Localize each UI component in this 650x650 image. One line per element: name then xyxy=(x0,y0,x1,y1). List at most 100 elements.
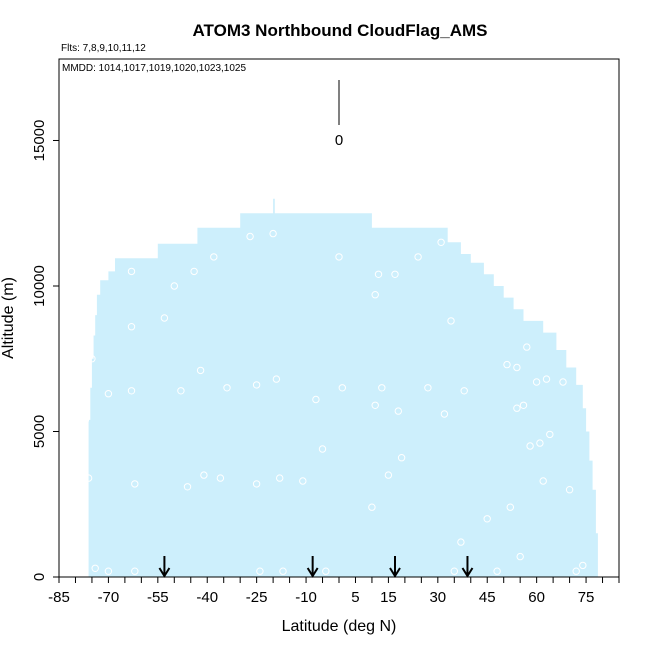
data-point xyxy=(127,323,136,331)
latitude-arrow xyxy=(389,556,401,578)
dates-subtitle: MMDD: 1014,1017,1019,1020,1023,1025 xyxy=(62,63,246,74)
data-point xyxy=(565,486,574,494)
data-point xyxy=(539,477,547,485)
data-points xyxy=(81,229,587,575)
data-point xyxy=(516,552,524,561)
data-point xyxy=(252,381,261,389)
data-point xyxy=(170,282,179,290)
x-axis-label: Latitude (deg N) xyxy=(282,618,397,635)
data-point xyxy=(526,442,534,450)
data-point xyxy=(579,561,587,570)
data-point xyxy=(493,567,501,575)
data-point xyxy=(374,270,383,278)
data-point xyxy=(397,454,406,462)
data-point xyxy=(437,238,445,247)
y-tick-label: 15000 xyxy=(31,120,48,162)
data-point xyxy=(460,387,468,395)
data-point xyxy=(532,378,541,386)
x-tick-label: 5 xyxy=(351,589,359,606)
data-point xyxy=(559,378,567,386)
data-point xyxy=(131,480,139,488)
y-axis: 0 5000 10000 15000 xyxy=(31,120,59,581)
data-point xyxy=(440,410,449,418)
y-tick-label: 0 xyxy=(31,573,48,581)
x-tick-label: 30 xyxy=(429,589,446,606)
data-point xyxy=(216,474,225,482)
data-point xyxy=(384,471,393,479)
latitude-arrow xyxy=(158,556,171,578)
data-point xyxy=(196,366,205,375)
y-axis-label: Altitude (m) xyxy=(0,277,17,359)
data-point xyxy=(483,515,491,523)
data-point xyxy=(183,483,192,491)
data-point xyxy=(318,445,327,453)
x-tick-label: -55 xyxy=(147,589,169,606)
data-point xyxy=(371,291,379,299)
data-point xyxy=(131,567,139,575)
x-tick-label: -10 xyxy=(295,589,317,606)
data-point xyxy=(513,404,521,412)
data-point xyxy=(414,253,422,261)
data-point xyxy=(104,567,113,575)
data-point xyxy=(368,503,376,511)
x-tick-label: -40 xyxy=(196,589,218,606)
data-point xyxy=(160,314,169,322)
x-tick-label: -85 xyxy=(48,589,70,606)
data-point xyxy=(81,416,90,424)
data-point xyxy=(378,384,386,392)
latitude-arrow xyxy=(461,556,474,578)
data-point xyxy=(447,317,455,325)
data-point xyxy=(279,567,287,575)
data-point xyxy=(256,567,264,575)
data-point xyxy=(519,401,528,409)
data-point xyxy=(200,471,208,479)
data-point xyxy=(84,474,93,482)
data-point xyxy=(450,567,458,575)
data-point xyxy=(127,387,136,395)
latitude-arrow xyxy=(306,556,319,578)
x-tick-label: 45 xyxy=(479,589,496,606)
data-point xyxy=(513,363,521,372)
flights-subtitle: Flts: 7,8,9,10,11,12 xyxy=(61,43,146,54)
data-point xyxy=(246,232,254,241)
data-point xyxy=(322,567,330,575)
data-point xyxy=(210,253,218,261)
data-coverage-area xyxy=(88,198,598,577)
data-point xyxy=(338,384,346,392)
x-tick-label: -70 xyxy=(98,589,120,606)
data-point xyxy=(424,384,432,392)
plot-area: 0 xyxy=(81,80,598,578)
data-point xyxy=(457,538,465,546)
data-point xyxy=(299,477,307,485)
y-tick-label: 5000 xyxy=(31,415,48,448)
data-point xyxy=(272,375,281,383)
data-point xyxy=(88,355,96,363)
data-point xyxy=(177,387,185,395)
data-point xyxy=(127,267,136,276)
data-point xyxy=(335,253,343,261)
latitude-arrows xyxy=(158,556,474,578)
data-point xyxy=(391,270,399,278)
data-point xyxy=(190,267,198,276)
data-point xyxy=(276,474,284,482)
data-point xyxy=(506,503,514,511)
data-point xyxy=(542,375,551,383)
data-point xyxy=(223,384,231,392)
data-point xyxy=(536,439,544,447)
data-point xyxy=(88,296,96,305)
data-point xyxy=(572,567,580,575)
x-tick-label: 75 xyxy=(578,589,595,606)
data-point xyxy=(371,401,379,409)
data-point xyxy=(252,480,261,488)
data-point xyxy=(104,390,113,398)
data-point xyxy=(269,229,277,238)
data-point xyxy=(394,407,402,415)
legend-value-label: 0 xyxy=(335,132,343,149)
data-point xyxy=(91,564,99,572)
data-point xyxy=(503,360,511,369)
data-point xyxy=(312,395,320,404)
x-tick-label: 15 xyxy=(380,589,397,606)
data-point xyxy=(546,430,554,439)
x-tick-label: 60 xyxy=(528,589,545,606)
